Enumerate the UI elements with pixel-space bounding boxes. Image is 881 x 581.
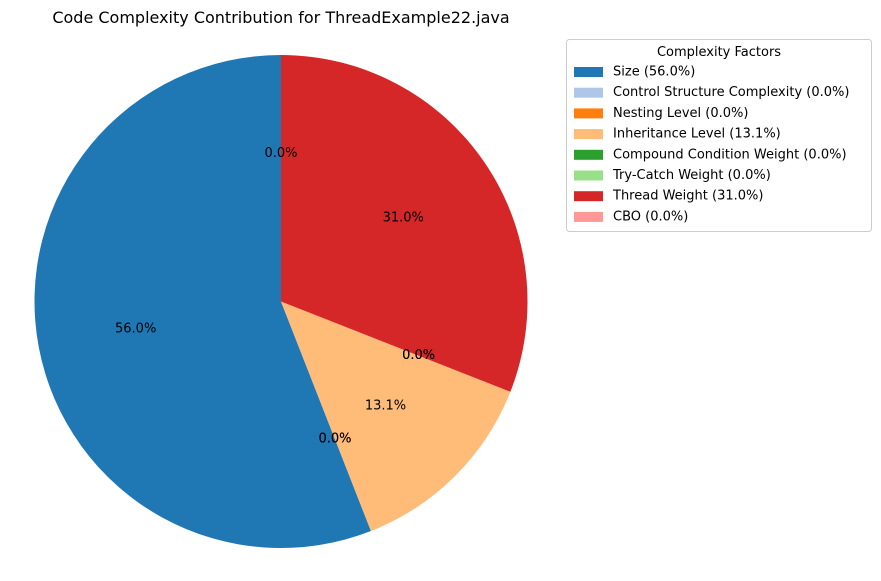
legend-label-nesting-level: Nesting Level (0.0%)	[613, 106, 748, 121]
legend-label-thread-weight: Thread Weight (31.0%)	[612, 189, 763, 204]
pct-label-size: 56.0%	[115, 321, 156, 336]
legend-swatch-try-catch-weight	[574, 170, 603, 181]
pie-slice-inheritance-level	[281, 301, 511, 532]
pie-slices	[34, 55, 528, 548]
pie-slice-size	[34, 55, 371, 548]
legend-label-compound-condition-weight: Compound Condition Weight (0.0%)	[613, 147, 847, 162]
legend: Complexity Factors Size (56.0%) Control S…	[566, 39, 872, 232]
legend-swatch-thread-weight	[574, 191, 603, 202]
legend-label-size: Size (56.0%)	[613, 65, 695, 80]
pct-label-compound-condition-weight: 0.0%	[402, 348, 435, 363]
pie-slice-thread-weight	[281, 55, 528, 392]
pct-label-try-catch-weight: 0.0%	[402, 348, 435, 363]
percentage-labels: 56.0%0.0%0.0%13.1%0.0%0.0%31.0%0.0%	[115, 146, 435, 447]
legend-label-inheritance-level: Inheritance Level (13.1%)	[613, 127, 781, 142]
legend-label-cbo: CBO (0.0%)	[613, 209, 688, 224]
legend-frame	[566, 39, 872, 232]
pct-label-nesting-level: 0.0%	[318, 432, 351, 447]
legend-items: Size (56.0%) Control Structure Complexity…	[574, 65, 849, 224]
legend-swatch-inheritance-level	[574, 129, 603, 140]
pct-label-cbo: 0.0%	[264, 146, 297, 161]
legend-swatch-size	[574, 67, 603, 77]
legend-title: Complexity Factors	[657, 45, 781, 60]
legend-swatch-cbo	[574, 211, 603, 222]
pct-label-inheritance-level: 13.1%	[365, 399, 406, 414]
legend-swatch-control-structure-complexity	[574, 87, 603, 98]
legend-label-try-catch-weight: Try-Catch Weight (0.0%)	[612, 168, 771, 183]
legend-swatch-compound-condition-weight	[574, 149, 603, 160]
legend-label-control-structure-complexity: Control Structure Complexity (0.0%)	[613, 85, 849, 100]
pct-label-thread-weight: 31.0%	[383, 211, 424, 226]
pct-label-control-structure-complexity: 0.0%	[318, 432, 351, 447]
chart-title: Code Complexity Contribution for ThreadE…	[52, 8, 509, 27]
legend-swatch-nesting-level	[574, 108, 603, 119]
